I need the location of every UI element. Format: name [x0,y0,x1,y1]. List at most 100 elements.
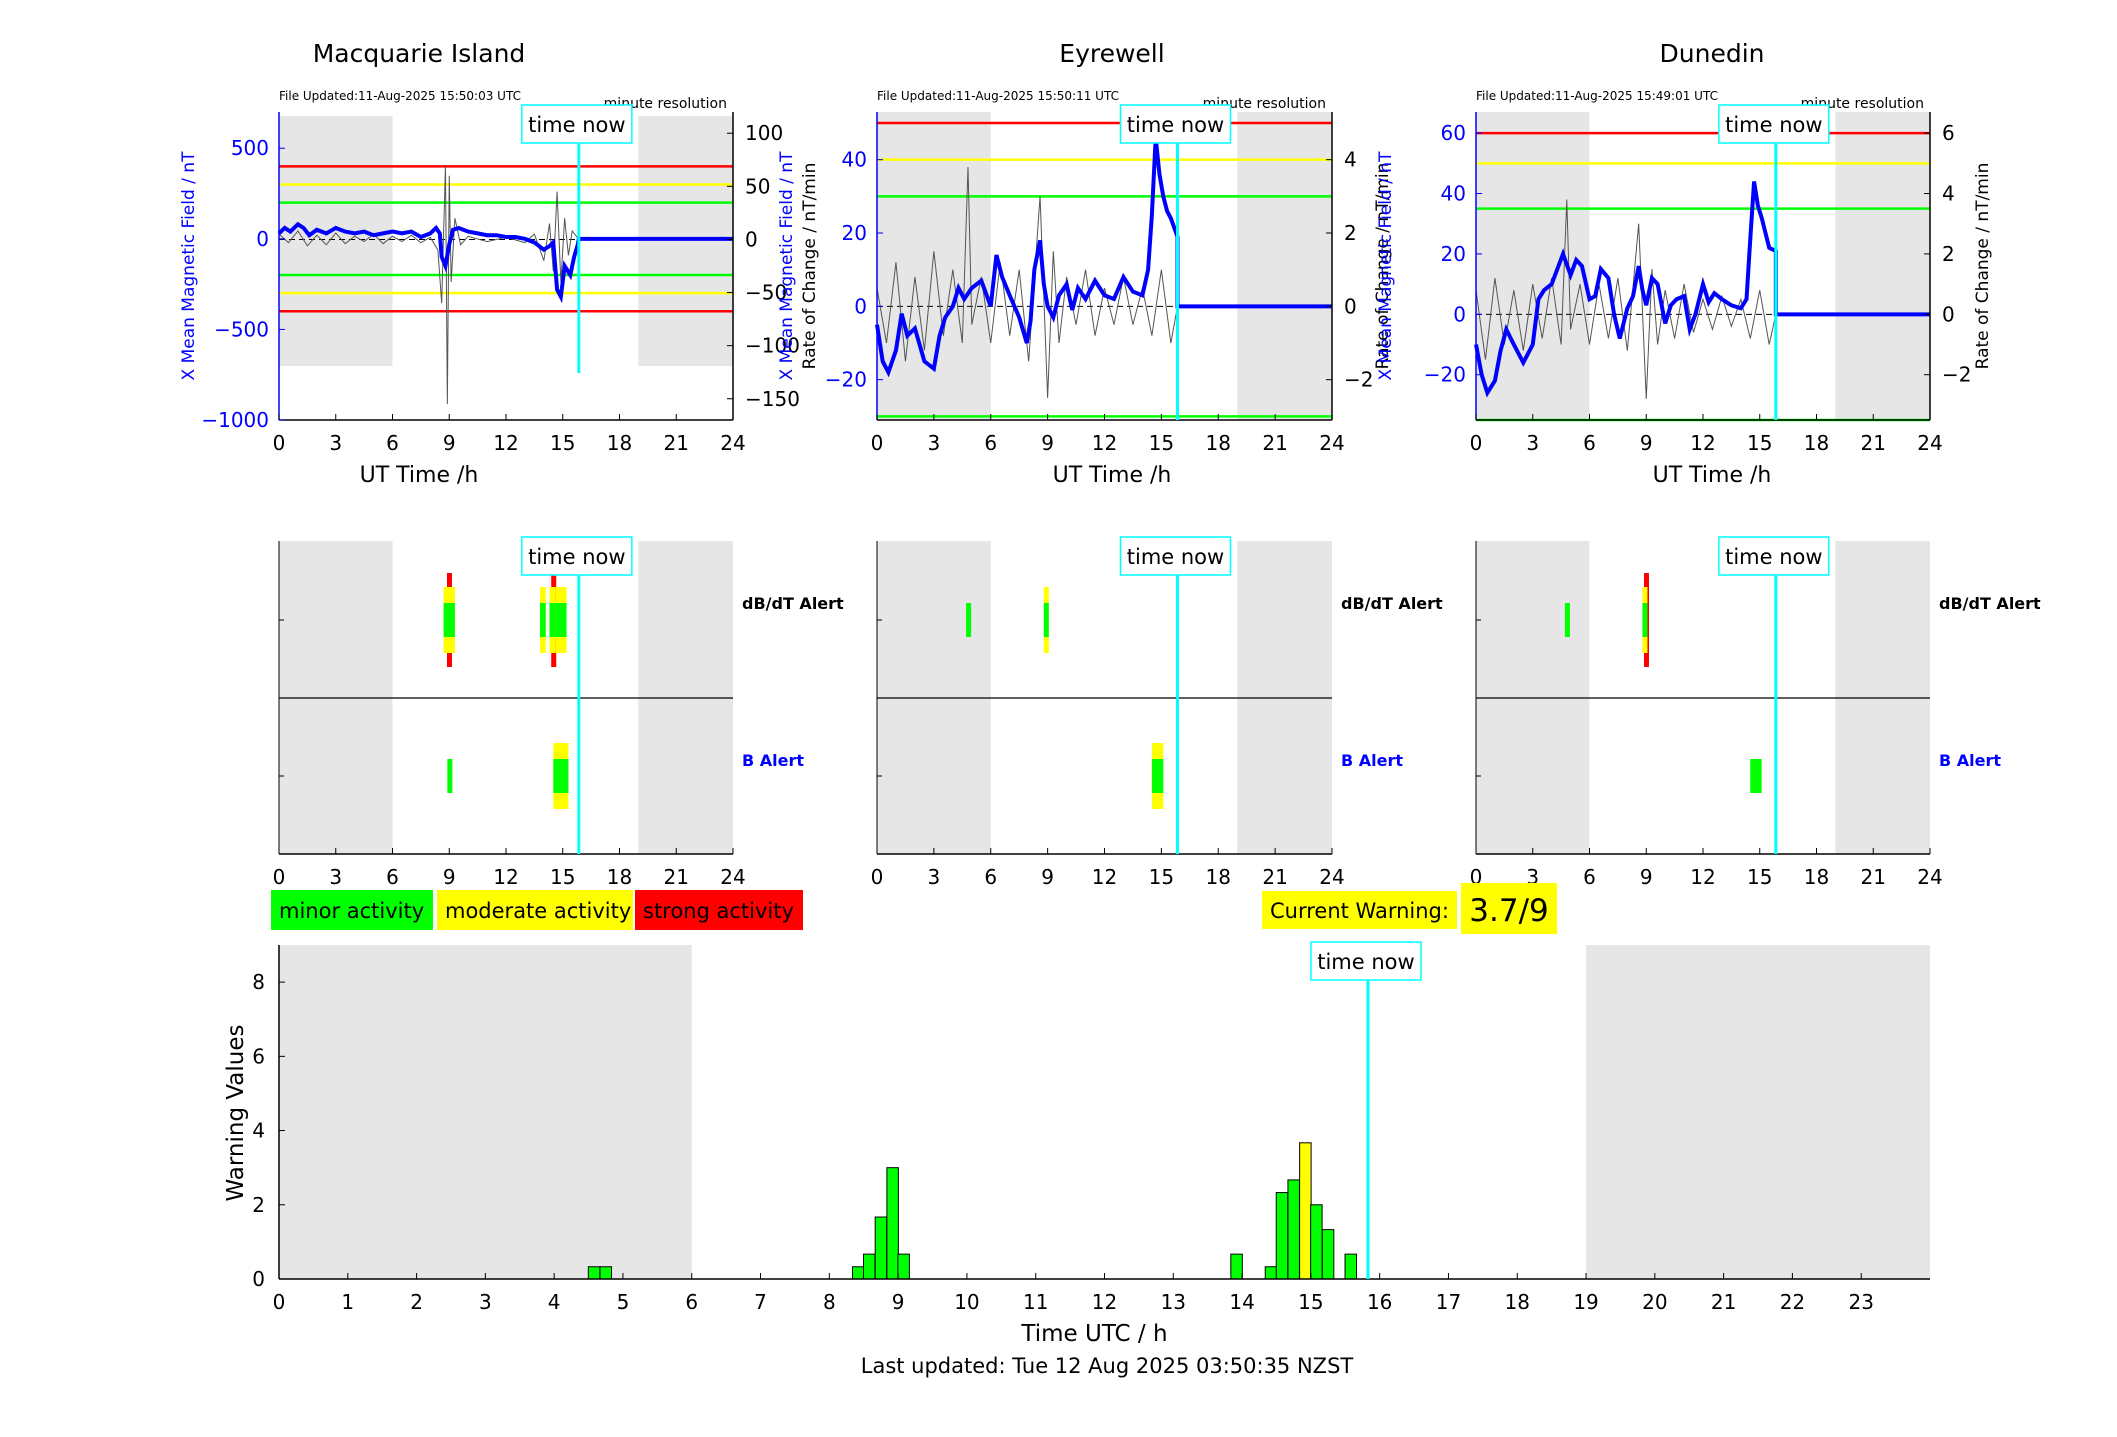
macquarie-night-shade-1 [638,116,733,366]
warning-bar-8 [1264,1266,1278,1280]
legend-moderate-label: moderate activity [445,899,631,923]
eyrewell-x-tick-label: 3 [928,431,941,455]
legend-moderate-swatch [437,890,633,930]
dunedin-rate-series [1475,199,1777,399]
macquarie-b-alert-minor-0 [447,759,453,793]
macquarie-resolution: minute resolution [604,96,727,112]
warning-x-tick-label: 17 [1436,1290,1461,1314]
warning-x-tick-label: 7 [754,1290,767,1314]
dunedin-y-right-tick-label: −2 [1942,363,1971,387]
dunedin-night-shade-1 [1835,112,1930,420]
macquarie-y-right-tick-label: 50 [745,174,770,198]
dunedin-alert-x-tick-label: 9 [1640,865,1653,889]
warning-bar-14 [1344,1253,1358,1280]
warning-y-tick-label: 6 [252,1044,265,1068]
dunedin-title: Dunedin [1660,39,1765,68]
legend-strong-swatch [635,890,803,930]
macquarie-alert-x-tick-label: 6 [386,865,399,889]
eyrewell-dbdt-alert-label: dB/dT Alert [1341,594,1443,613]
dunedin-alert-time-now-label: time now [1725,545,1822,569]
macquarie-y-right-tick-label: 0 [745,227,758,251]
dunedin-x-tick-label: 3 [1526,431,1539,455]
current-warning-value: 3.7/9 [1469,893,1548,929]
eyrewell-alert-x-tick-label: 3 [928,865,941,889]
warning-time-now-box [1310,941,1422,981]
eyrewell-alert-time-now-label: time now [1127,545,1224,569]
warning-night-shade-0 [279,945,692,1279]
macquarie-y-right-tick-label: −100 [745,334,800,358]
warning-x-tick-label: 14 [1229,1290,1254,1314]
macquarie-x-tick-label: 24 [720,431,745,455]
macquarie-time-now-label: time now [528,113,625,137]
warning-x-tick-label: 22 [1780,1290,1805,1314]
eyrewell-rate-series [876,166,1178,399]
warning-x-tick-label: 1 [341,1290,354,1314]
dunedin-y-right-label: Rate of Change / nT/min [1973,163,1993,370]
dunedin-x-tick-label: 18 [1804,431,1829,455]
warning-y-tick-label: 4 [252,1119,265,1143]
warning-x-tick-label: 8 [823,1290,836,1314]
dunedin-y-tick-label: 40 [1441,182,1466,206]
warning-x-tick-label: 11 [1023,1290,1048,1314]
eyrewell-title: Eyrewell [1059,39,1164,68]
legend-minor-label: minor activity [279,899,424,923]
warning-bar-2 [851,1266,865,1280]
current-warning-value-box [1461,883,1557,934]
eyrewell-x-axis-label: UT Time /h [1053,463,1172,488]
macquarie-alert-time-now-box [521,536,633,576]
eyrewell-y-tick-label: 40 [842,148,867,172]
dunedin-file-updated: File Updated:11-Aug-2025 15:49:01 UTC [1476,89,1718,103]
eyrewell-night-shade-1 [1237,112,1332,420]
eyrewell-x-tick-label: 9 [1041,431,1054,455]
dunedin-x-tick-label: 21 [1861,431,1886,455]
dunedin-dbdt-alert-minor-1 [1642,603,1648,637]
warning-y-axis-label: Warning Values [223,1024,249,1201]
dunedin-y-right-tick-label: 0 [1942,302,1955,326]
dunedin-y-tick-label: −20 [1424,363,1466,387]
macquarie-x-tick-label: 21 [664,431,689,455]
warning-x-tick-label: 18 [1505,1290,1530,1314]
macquarie-dbdt-alert-minor-3 [555,603,567,637]
eyrewell-y-left-label: X Mean Magnetic Field / nT [777,151,797,381]
macquarie-y-left-label: X Mean Magnetic Field / nT [179,151,199,381]
macquarie-alert-x-tick-label: 15 [550,865,575,889]
macquarie-alert-x-tick-label: 18 [607,865,632,889]
warning-bar-11 [1299,1142,1312,1280]
legend-minor-swatch [271,890,433,930]
eyrewell-alert-x-tick-label: 12 [1092,865,1117,889]
eyrewell-x-tick-label: 21 [1262,431,1287,455]
warning-x-tick-label: 4 [548,1290,561,1314]
warning-x-tick-label: 9 [892,1290,905,1314]
warning-bar-7 [1230,1253,1243,1280]
macquarie-x-tick-label: 15 [550,431,575,455]
dunedin-y-right-tick-label: 2 [1942,242,1955,266]
warning-bar-13 [1321,1229,1335,1280]
macquarie-alert-x-tick-label: 0 [273,865,286,889]
macquarie-x-tick-label: 0 [273,431,286,455]
macquarie-x-axis-label: UT Time /h [360,463,479,488]
eyrewell-x-tick-label: 24 [1319,431,1344,455]
macquarie-y-right-label: Rate of Change / nT/min [800,163,820,370]
dunedin-alert-time-now-box [1718,536,1830,576]
eyrewell-b-alert-label: B Alert [1341,751,1403,770]
warning-x-axis-label: Time UTC / h [1020,1321,1167,1347]
macquarie-x-tick-label: 6 [386,431,399,455]
eyrewell-alert-x-tick-label: 6 [984,865,997,889]
eyrewell-y-right-tick-label: −2 [1344,368,1373,392]
dunedin-y-left-label: X Mean Magnetic Field / nT [1376,151,1396,381]
macquarie-y-tick-label: 0 [256,227,269,251]
dunedin-field-series [1474,181,1930,398]
warning-x-tick-label: 13 [1161,1290,1186,1314]
dunedin-dbdt-alert-minor-0 [1564,603,1570,637]
warning-x-tick-label: 10 [954,1290,979,1314]
macquarie-field-series [277,221,733,304]
macquarie-alert-x-tick-label: 21 [664,865,689,889]
macquarie-x-tick-label: 9 [443,431,456,455]
current-warning-label: Current Warning: [1270,899,1449,923]
eyrewell-file-updated: File Updated:11-Aug-2025 15:50:11 UTC [877,89,1119,103]
eyrewell-x-tick-label: 15 [1149,431,1174,455]
dunedin-b-alert-minor-0 [1750,759,1762,793]
warning-x-tick-label: 5 [617,1290,630,1314]
dunedin-y-tick-label: 60 [1441,121,1466,145]
